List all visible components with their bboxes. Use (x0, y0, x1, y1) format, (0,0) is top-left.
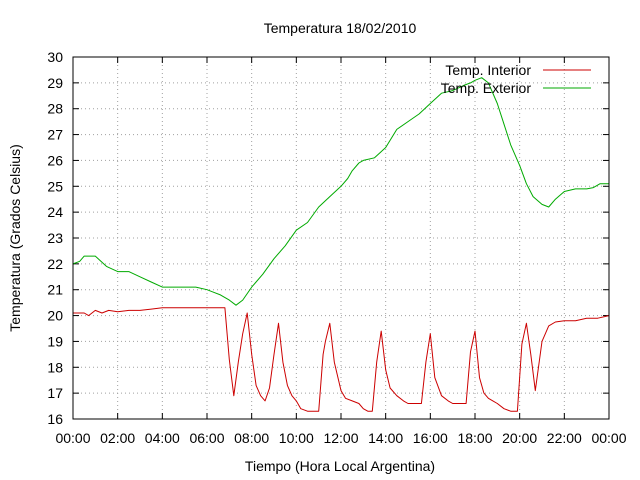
legend-label-interior: Temp. Interior (445, 62, 531, 78)
y-tick-label: 27 (47, 127, 63, 143)
axis-layer: 16 17 18 19 20 21 22 23 24 25 26 27 28 29 30 00:00 02:00… (47, 49, 626, 446)
legend-item-exterior: Temp. Exterior (441, 80, 591, 96)
x-axis-label: Tiempo (Hora Local Argentina) (245, 458, 435, 474)
y-tick-label: 30 (47, 49, 63, 65)
x-tick-label: 00:00 (55, 430, 90, 446)
series-layer (72, 77, 610, 412)
legend-item-interior: Temp. Interior (445, 62, 591, 78)
x-tick-label: 00:00 (591, 430, 626, 446)
y-tick-label: 29 (47, 75, 63, 91)
x-tick-label: 22:00 (547, 430, 582, 446)
x-tick-label: 16:00 (413, 430, 448, 446)
y-tick-label: 16 (47, 411, 63, 427)
x-tick-label: 06:00 (189, 430, 224, 446)
y-tick-label: 18 (47, 359, 63, 375)
y-tick-label: 20 (47, 308, 63, 324)
grid-layer (73, 57, 609, 419)
plot-frame (72, 56, 610, 420)
series-line-exterior (72, 77, 609, 306)
y-tick-label: 21 (47, 282, 63, 298)
y-tick-label: 26 (47, 152, 63, 168)
legend-label-exterior: Temp. Exterior (441, 80, 532, 96)
x-tick-label: 18:00 (457, 430, 492, 446)
chart-title: Temperatura 18/02/2010 (264, 20, 417, 36)
y-axis-label: Temperatura (Grados Celsius) (7, 144, 23, 332)
series-line-interior (73, 307, 610, 412)
x-tick-label: 04:00 (145, 430, 180, 446)
y-tick-label: 23 (47, 230, 63, 246)
y-tick-label: 24 (47, 204, 63, 220)
y-tick-label: 22 (47, 256, 63, 272)
x-tick-label: 10:00 (279, 430, 314, 446)
y-tick-label: 17 (47, 385, 63, 401)
x-tick-label: 12:00 (323, 430, 358, 446)
x-tick-label: 20:00 (502, 430, 537, 446)
x-tick-label: 02:00 (100, 430, 135, 446)
y-tick-label: 19 (47, 333, 63, 349)
y-tick-label: 28 (47, 101, 63, 117)
x-tick-label: 08:00 (234, 430, 269, 446)
y-tick-label: 25 (47, 178, 63, 194)
legend: Temp. Interior Temp. Exterior (441, 62, 591, 96)
x-tick-label: 14:00 (368, 430, 403, 446)
